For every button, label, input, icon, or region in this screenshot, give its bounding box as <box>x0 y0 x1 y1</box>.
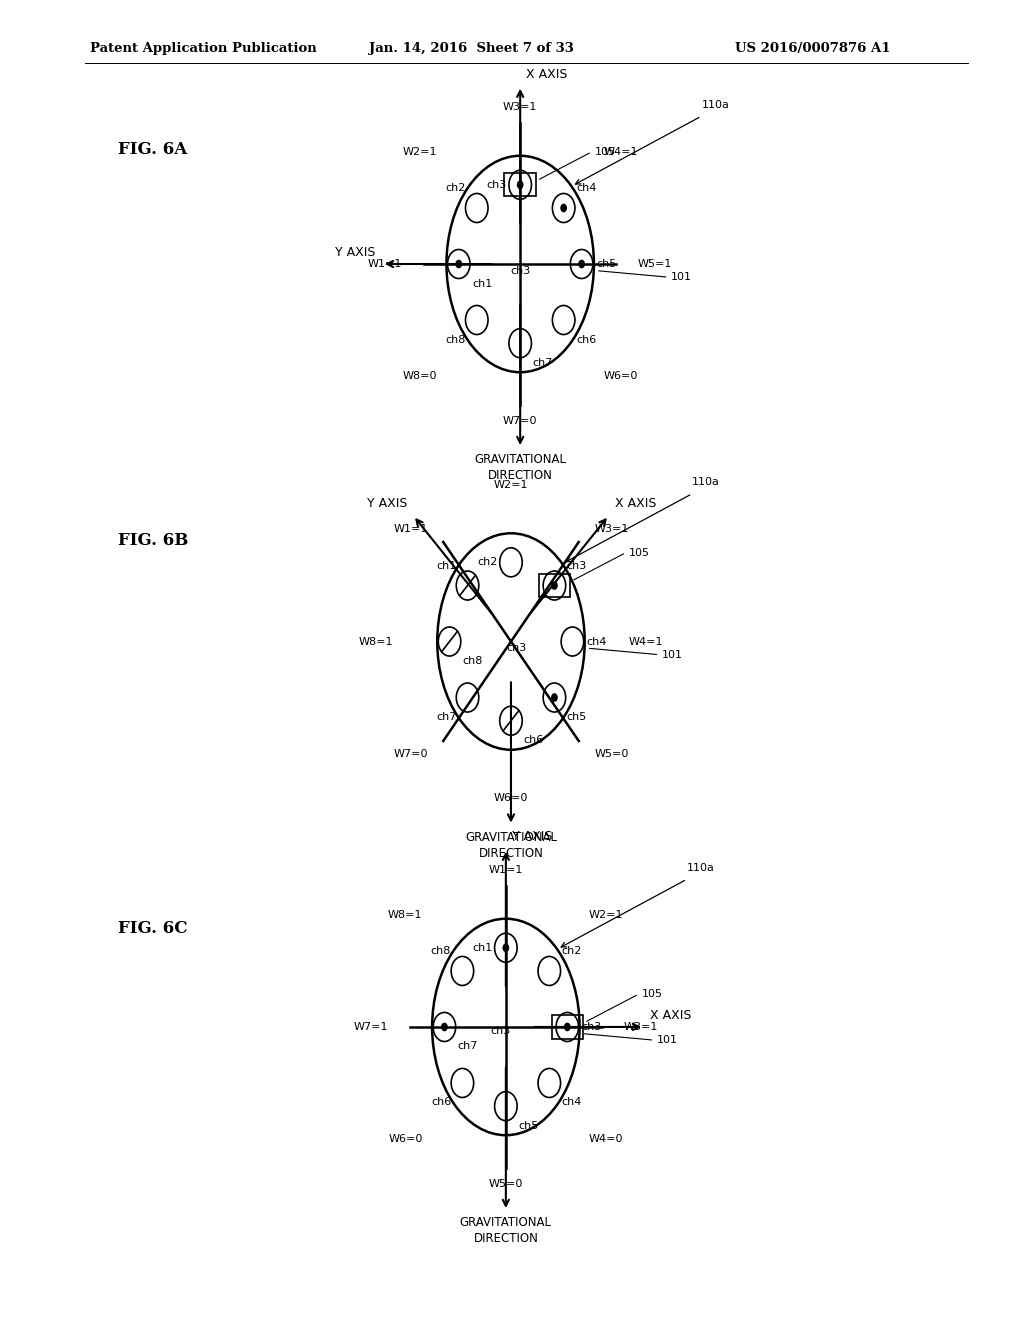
Text: Y AXIS: Y AXIS <box>336 246 376 259</box>
Text: ch4: ch4 <box>561 1097 582 1107</box>
Text: W7=1: W7=1 <box>353 1022 388 1032</box>
Circle shape <box>441 1023 447 1031</box>
Text: W6=0: W6=0 <box>603 371 638 381</box>
Text: W5=0: W5=0 <box>488 1179 523 1189</box>
Text: ch3: ch3 <box>490 1026 511 1036</box>
Text: ch8: ch8 <box>431 946 452 957</box>
Text: X AXIS: X AXIS <box>526 67 567 81</box>
Text: ch1: ch1 <box>472 942 493 953</box>
Text: ch8: ch8 <box>463 656 483 667</box>
Text: ch3: ch3 <box>510 265 530 276</box>
Text: W1=1: W1=1 <box>488 865 523 875</box>
Text: GRAVITATIONAL
DIRECTION: GRAVITATIONAL DIRECTION <box>460 1216 552 1245</box>
Text: W2=1: W2=1 <box>402 147 437 157</box>
Text: ch1: ch1 <box>472 279 493 289</box>
Text: W3=1: W3=1 <box>503 102 538 112</box>
Text: W2=1: W2=1 <box>494 479 528 490</box>
Text: X AXIS: X AXIS <box>650 1008 691 1022</box>
Circle shape <box>560 203 567 213</box>
Circle shape <box>456 260 462 268</box>
Text: ch3: ch3 <box>486 180 507 190</box>
Text: Y AXIS: Y AXIS <box>512 830 552 843</box>
Text: 105: 105 <box>629 548 650 557</box>
Text: ch7: ch7 <box>458 1041 478 1052</box>
Text: W8=1: W8=1 <box>358 636 393 647</box>
Text: Jan. 14, 2016  Sheet 7 of 33: Jan. 14, 2016 Sheet 7 of 33 <box>369 42 573 55</box>
Text: ch6: ch6 <box>431 1097 452 1107</box>
Text: FIG. 6B: FIG. 6B <box>118 532 188 549</box>
Text: ch2: ch2 <box>561 946 582 957</box>
Text: 101: 101 <box>656 1035 678 1045</box>
Text: 105: 105 <box>642 989 664 999</box>
Text: ch4: ch4 <box>575 183 596 194</box>
Text: ch2: ch2 <box>477 557 498 568</box>
Text: FIG. 6A: FIG. 6A <box>118 141 187 158</box>
Text: Patent Application Publication: Patent Application Publication <box>90 42 316 55</box>
Bar <box>539 574 570 597</box>
Text: ch7: ch7 <box>532 358 553 368</box>
Bar <box>552 1015 583 1039</box>
Text: W8=1: W8=1 <box>388 909 423 920</box>
Text: ch1: ch1 <box>436 561 457 572</box>
Text: ch6: ch6 <box>523 735 544 746</box>
Text: W6=0: W6=0 <box>494 793 528 804</box>
Text: W5=0: W5=0 <box>594 748 629 759</box>
Text: ch5: ch5 <box>518 1121 539 1131</box>
Circle shape <box>503 944 509 952</box>
Text: W7=0: W7=0 <box>393 748 428 759</box>
Text: FIG. 6C: FIG. 6C <box>118 920 187 937</box>
Text: W1=1: W1=1 <box>393 524 428 535</box>
Bar <box>505 173 536 197</box>
Text: ch3: ch3 <box>582 1022 602 1032</box>
Text: ch4: ch4 <box>587 636 607 647</box>
Text: W8=0: W8=0 <box>402 371 437 381</box>
Text: US 2016/0007876 A1: US 2016/0007876 A1 <box>735 42 891 55</box>
Text: W1=1: W1=1 <box>368 259 402 269</box>
Circle shape <box>564 1023 570 1031</box>
Text: X AXIS: X AXIS <box>614 498 656 511</box>
Text: 105: 105 <box>595 147 616 157</box>
Text: W5=1: W5=1 <box>638 259 673 269</box>
Text: W4=1: W4=1 <box>603 147 638 157</box>
Text: W7=0: W7=0 <box>503 416 538 426</box>
Circle shape <box>517 181 523 189</box>
Text: GRAVITATIONAL
DIRECTION: GRAVITATIONAL DIRECTION <box>474 453 566 482</box>
Text: ch7: ch7 <box>436 711 457 722</box>
Text: ch8: ch8 <box>445 334 466 345</box>
Text: W6=0: W6=0 <box>388 1134 423 1144</box>
Text: ch5: ch5 <box>596 259 616 269</box>
Text: ch3: ch3 <box>506 643 526 653</box>
Text: ch5: ch5 <box>566 711 587 722</box>
Text: 110a: 110a <box>701 99 729 110</box>
Text: W3=1: W3=1 <box>624 1022 658 1032</box>
Circle shape <box>551 693 558 702</box>
Text: 101: 101 <box>671 272 692 282</box>
Text: ch2: ch2 <box>445 183 466 194</box>
Text: 110a: 110a <box>692 477 720 487</box>
Text: W2=1: W2=1 <box>589 909 624 920</box>
Text: ch3: ch3 <box>566 561 587 572</box>
Text: GRAVITATIONAL
DIRECTION: GRAVITATIONAL DIRECTION <box>465 830 557 859</box>
Text: Y AXIS: Y AXIS <box>367 498 408 511</box>
Text: 101: 101 <box>662 649 683 660</box>
Text: W3=1: W3=1 <box>594 524 629 535</box>
Text: 110a: 110a <box>687 862 715 873</box>
Text: ch6: ch6 <box>575 334 596 345</box>
Text: W4=0: W4=0 <box>589 1134 624 1144</box>
Circle shape <box>551 581 558 590</box>
Text: W4=1: W4=1 <box>629 636 664 647</box>
Circle shape <box>579 260 585 268</box>
